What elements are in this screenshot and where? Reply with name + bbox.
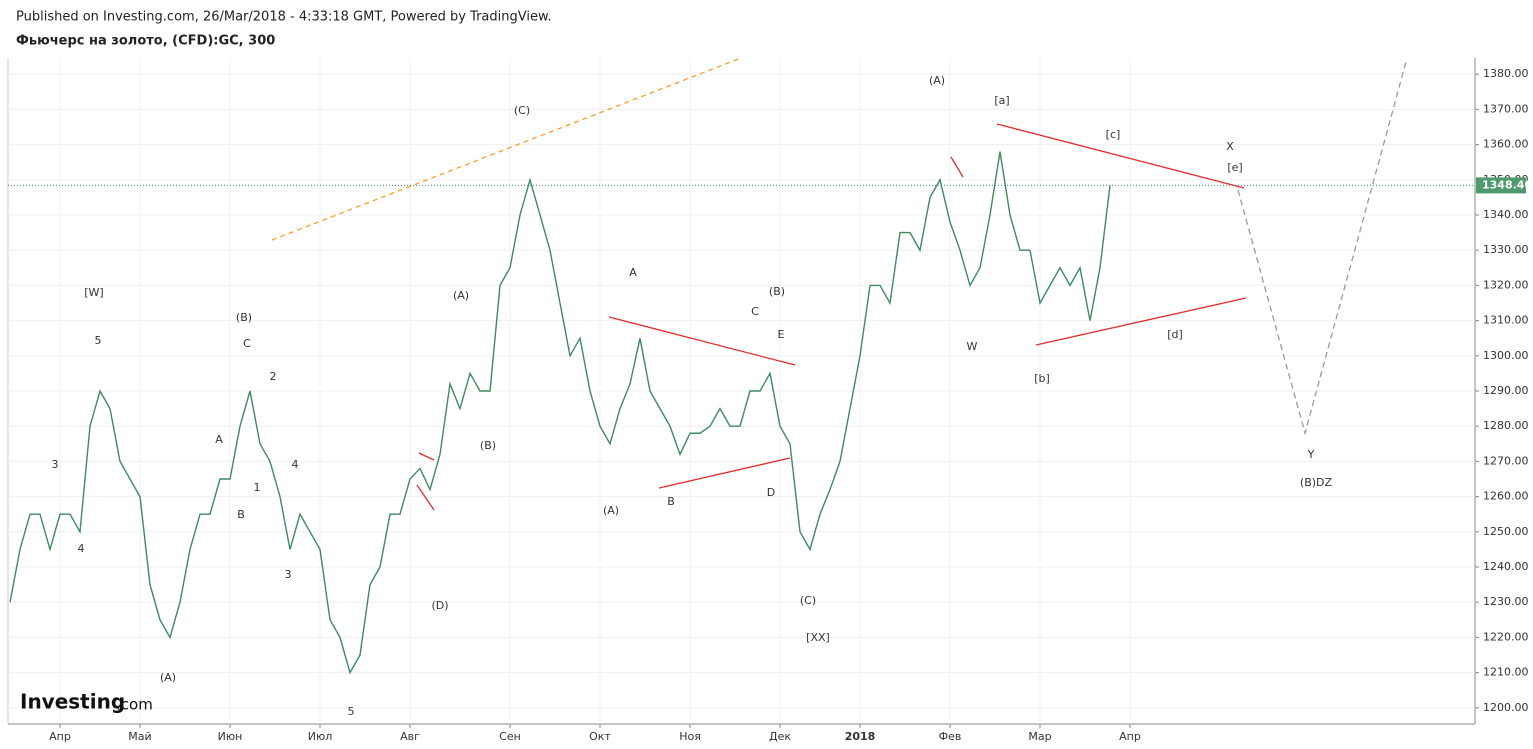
wave-label: 5 [348,705,355,718]
wave-label: (B) [769,285,785,298]
wave-label: [a] [994,94,1009,107]
last-price-tag [1476,177,1526,194]
x-tick-label: Июн [218,730,243,743]
price-line [9,151,1111,675]
x-tick-label: Апр [49,730,71,743]
wave-label: (A) [603,504,619,517]
y-tick-label: 1270.00 [1483,454,1529,467]
wave-label: 2 [270,370,277,383]
y-tick-label: 1200.00 [1483,701,1529,714]
wave-label: 3 [285,568,292,581]
x-tick-label: 2018 [845,730,876,743]
y-tick-label: 1250.00 [1483,525,1529,538]
wave-label: A [629,266,637,279]
wave-label: A [215,433,223,446]
y-tick-label: 1290.00 [1483,384,1529,397]
y-tick-label: 1370.00 [1483,102,1529,115]
y-tick-label: 1210.00 [1483,666,1529,679]
x-tick-label: Авг [400,730,420,743]
published-note: Published on Investing.com, 26/Mar/2018 … [16,10,552,25]
y-tick-label: 1320.00 [1483,278,1529,291]
y-tick-label: 1240.00 [1483,560,1529,573]
wave-label: 4 [78,542,85,555]
wave-label: X [1226,140,1234,153]
wave-label: [W] [84,286,103,299]
wave-label: (C) [514,104,530,117]
wave-label: C [751,305,759,318]
last-price-label: 1348.40 [1482,178,1532,191]
wave-label: 3 [52,458,59,471]
y-tick-label: 1380.00 [1483,67,1529,80]
y-tick-label: 1300.00 [1483,349,1529,362]
projection-path [1237,61,1407,436]
y-tick-label: 1310.00 [1483,314,1529,327]
wave-label: (D) [431,599,448,612]
wave-label: (B)DZ [1300,476,1333,489]
wave-label: (A) [453,289,469,302]
wave-label: W [967,340,978,353]
x-tick-label: Сен [499,730,521,743]
wave-label: (B) [236,311,252,324]
trend-line [271,57,742,241]
wave-label: 4 [292,458,299,471]
wave-label: B [667,495,675,508]
logo: Investing [20,690,125,714]
wave-label: 5 [95,334,102,347]
wave-label: [b] [1034,372,1050,385]
x-tick-label: Ноя [679,730,701,743]
wave-label: (C) [800,594,816,607]
x-tick-label: Фев [939,730,962,743]
wave-label: [XX] [806,631,830,644]
wave-label: C [243,337,251,350]
x-tick-label: Мар [1028,730,1051,743]
wave-label: B [237,508,245,521]
y-tick-label: 1260.00 [1483,490,1529,503]
wave-label: (A) [929,74,945,87]
y-tick-label: 1340.00 [1483,208,1529,221]
x-tick-label: Июл [308,730,333,743]
wave-label: E [778,328,785,341]
wave-label: Y [1307,448,1315,461]
wave-label: (A) [160,671,176,684]
logo-suffix: .com [116,696,153,714]
symbol-title: Фьючерс на золото, (CFD):GC, 300 [16,34,275,49]
triangle-lines [416,123,1247,511]
wave-label: 1 [254,481,261,494]
x-tick-label: Апр [1119,730,1141,743]
x-tick-label: Дек [769,730,791,743]
wave-label: D [767,486,775,499]
y-tick-label: 1330.00 [1483,243,1529,256]
y-tick-label: 1280.00 [1483,419,1529,432]
wave-label: [d] [1167,328,1183,341]
y-tick-label: 1220.00 [1483,630,1529,643]
y-tick-label: 1360.00 [1483,138,1529,151]
wave-label: [c] [1106,128,1121,141]
x-tick-label: Окт [589,730,611,743]
wave-label: (B) [480,439,496,452]
x-tick-label: Май [128,730,151,743]
wave-label: [e] [1227,161,1242,174]
y-tick-label: 1230.00 [1483,595,1529,608]
